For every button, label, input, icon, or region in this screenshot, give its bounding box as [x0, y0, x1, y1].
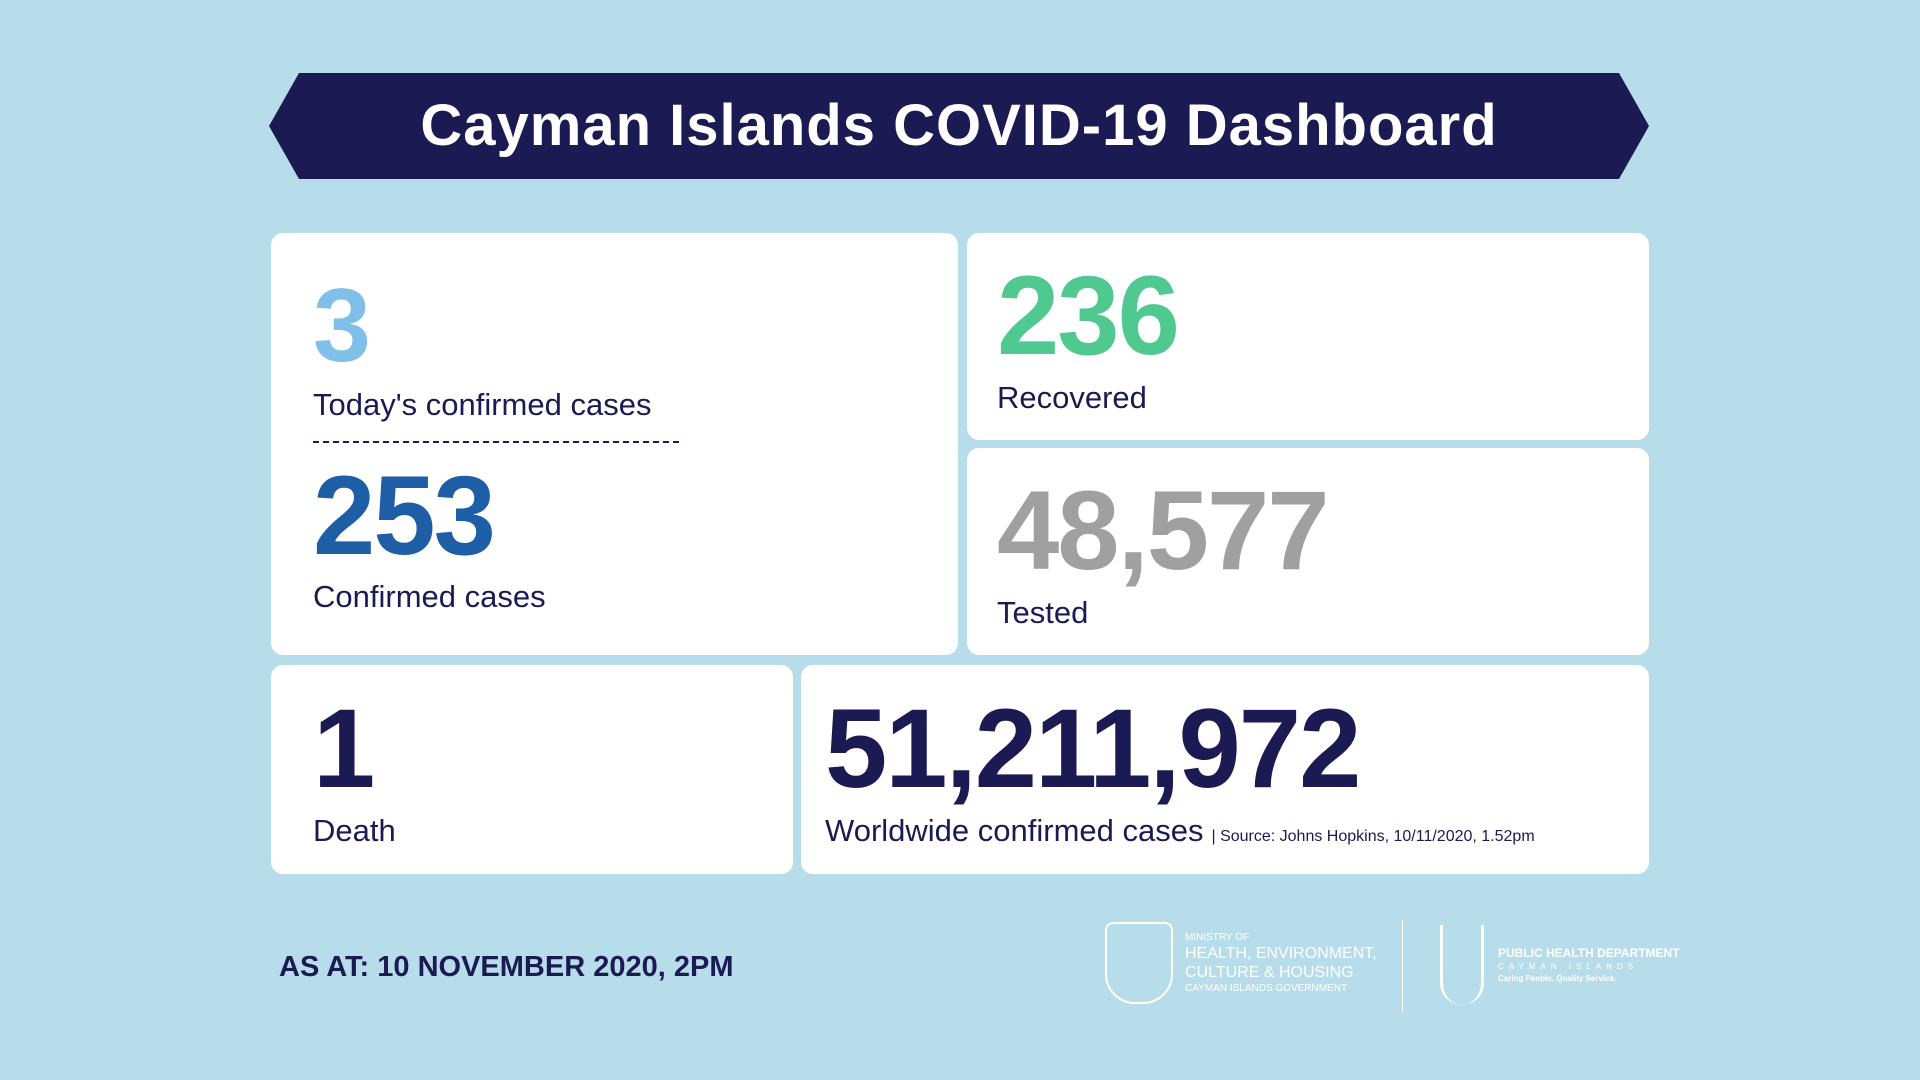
ministry-line3: CULTURE & HOUSING	[1185, 964, 1354, 981]
phd-line3: Caring People. Quality Service.	[1498, 974, 1617, 984]
ministry-line4: CAYMAN ISLANDS GOVERNMENT	[1185, 983, 1348, 995]
deaths-value: 1	[313, 686, 375, 812]
source-note: | Source: Johns Hopkins, 10/11/2020, 1.5…	[1211, 827, 1535, 845]
page-title: Cayman Islands COVID-19 Dashboard	[420, 93, 1498, 159]
worldwide-label: Worldwide confirmed cases	[825, 812, 1204, 848]
card-worldwide: 51,211,972 Worldwide confirmed cases | So…	[801, 665, 1649, 874]
card-tested: 48,577 Tested	[967, 448, 1649, 655]
confirmed-cases-label: Confirmed cases	[313, 579, 546, 615]
coat-of-arms-icon	[1105, 922, 1173, 1004]
today-cases-value: 3	[313, 268, 371, 385]
phd-emblem-icon	[1440, 925, 1484, 1005]
tested-value: 48,577	[997, 468, 1330, 594]
tested-label: Tested	[997, 594, 1089, 630]
phd-logo: PUBLIC HEALTH DEPARTMENT CAYMAN ISLANDS …	[1440, 925, 1680, 1005]
as-at-date: AS AT: 10 NOVEMBER 2020, 2PM	[279, 951, 734, 983]
ministry-logo: MINISTRY OF HEALTH, ENVIRONMENT, CULTURE…	[1105, 922, 1377, 1004]
confirmed-cases-value: 253	[313, 452, 496, 578]
title-banner: Cayman Islands COVID-19 Dashboard	[269, 73, 1649, 179]
ministry-line2: HEALTH, ENVIRONMENT,	[1185, 944, 1377, 962]
phd-line1: PUBLIC HEALTH DEPARTMENT	[1498, 945, 1680, 960]
recovered-value: 236	[997, 253, 1180, 379]
card-recovered: 236 Recovered	[967, 233, 1649, 440]
ministry-line1: MINISTRY OF	[1185, 931, 1250, 943]
card-confirmed: 3 Today's confirmed cases 253 Confirmed …	[271, 233, 958, 655]
deaths-label: Death	[313, 812, 396, 848]
phd-line2: CAYMAN ISLANDS	[1498, 962, 1639, 972]
worldwide-label-row: Worldwide confirmed cases | Source: Johns…	[825, 812, 1613, 849]
logo-divider	[1402, 920, 1403, 1012]
today-cases-label: Today's confirmed cases	[313, 386, 652, 422]
divider	[313, 440, 679, 443]
worldwide-value: 51,211,972	[825, 686, 1361, 812]
card-deaths: 1 Death	[271, 665, 793, 874]
recovered-label: Recovered	[997, 379, 1147, 415]
